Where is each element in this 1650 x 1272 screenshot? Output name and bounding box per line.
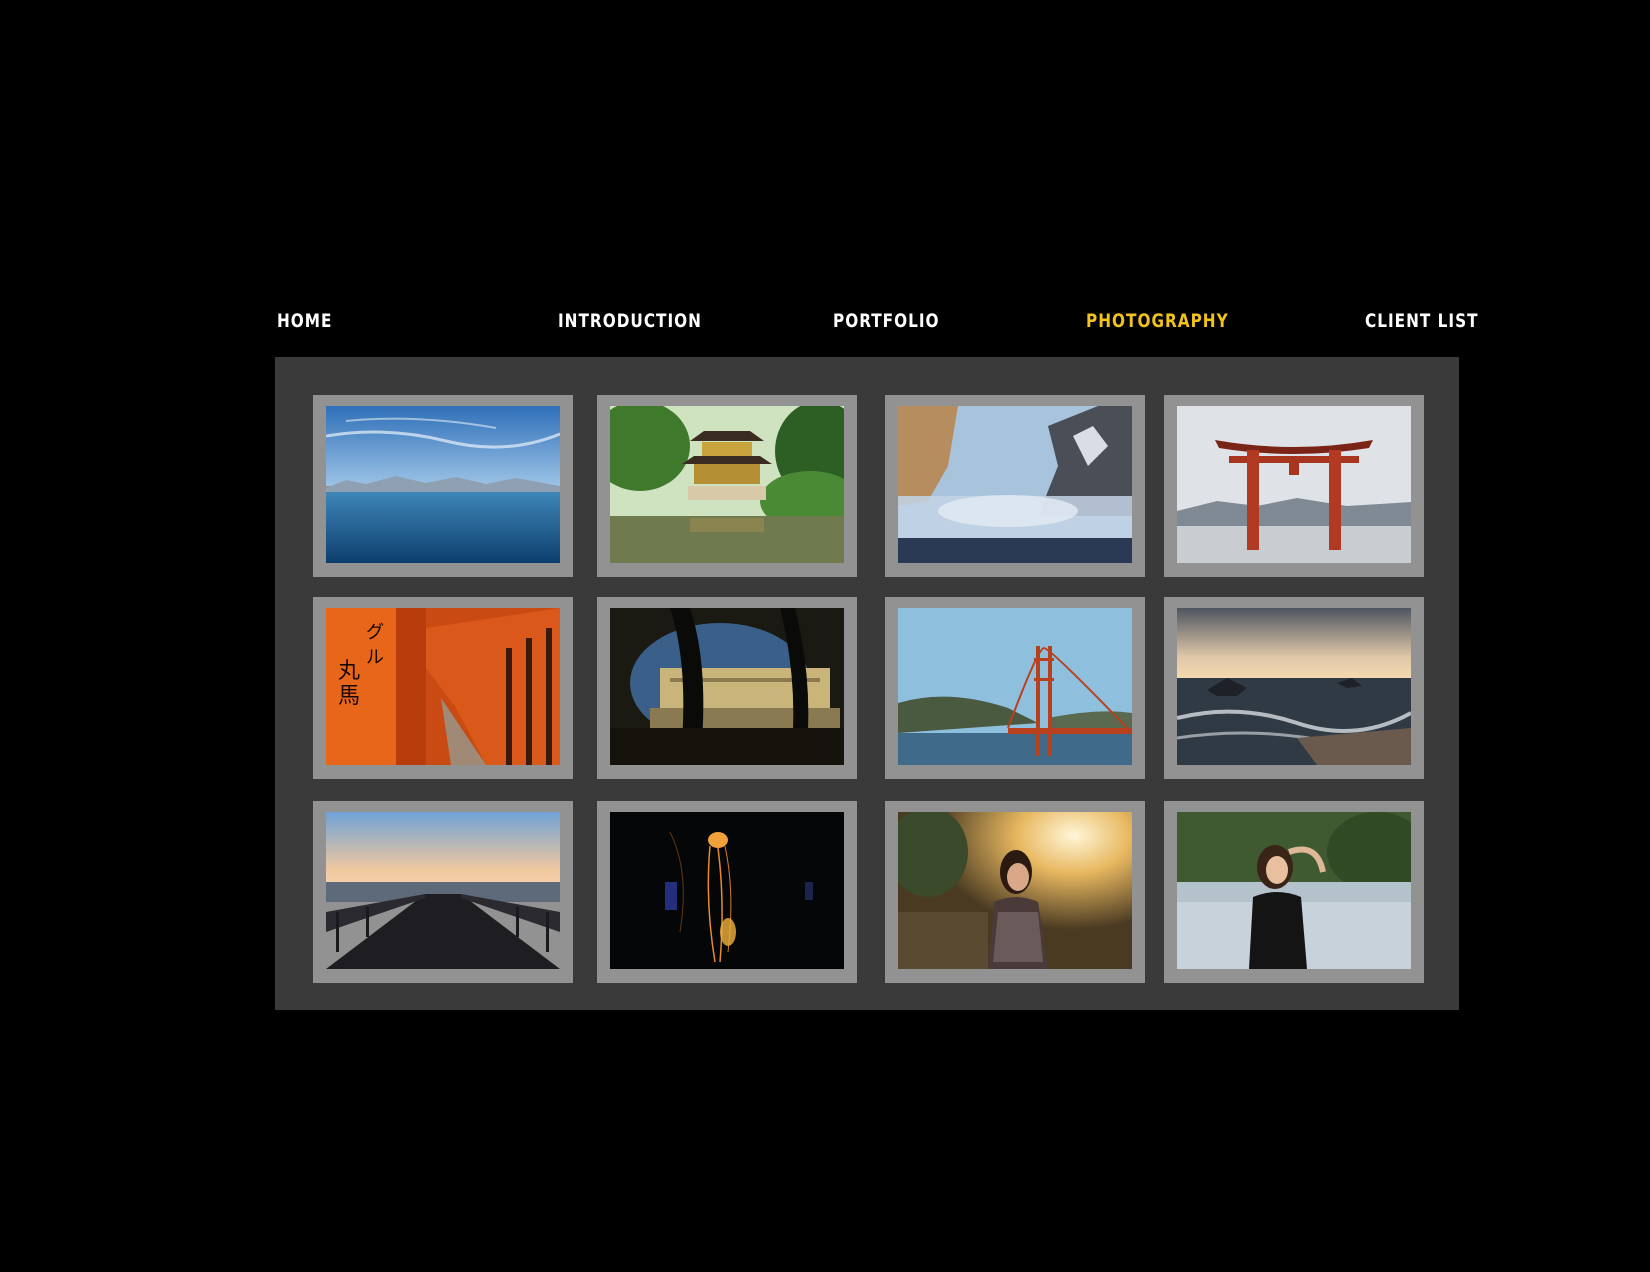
photo-golden-gate (898, 608, 1132, 765)
photo-ocean-sunset (1177, 608, 1411, 765)
nav-photography[interactable]: PHOTOGRAPHY (1086, 310, 1229, 333)
photo-tile-torii-tunnel[interactable]: 丸 馬 グ ル (313, 597, 573, 779)
photo-tile-ocean-sunset[interactable] (1164, 597, 1424, 779)
svg-text:グ: グ (366, 622, 384, 643)
photo-woman-outdoors (1177, 812, 1411, 969)
photo-palace-gate (610, 608, 844, 765)
photo-tile-pier-dusk[interactable] (313, 801, 573, 983)
photo-torii-tunnel: 丸 馬 グ ル (326, 608, 560, 765)
nav-introduction[interactable]: INTRODUCTION (558, 310, 702, 333)
photo-tile-torii-gate[interactable] (1164, 395, 1424, 577)
photo-tile-palace-gate[interactable] (597, 597, 857, 779)
svg-text:馬: 馬 (338, 684, 360, 709)
nav-home[interactable]: HOME (277, 310, 333, 333)
photo-tile-golden-gate[interactable] (885, 597, 1145, 779)
photo-tile-jellyfish[interactable] (597, 801, 857, 983)
svg-text:ル: ル (366, 647, 384, 668)
svg-text:丸: 丸 (338, 659, 360, 684)
main-nav: HOME INTRODUCTION PORTFOLIO PHOTOGRAPHY … (0, 0, 1650, 332)
gallery-panel: 丸 馬 グ ル (275, 357, 1459, 1010)
photo-torii-gate (1177, 406, 1411, 563)
photo-tile-lake-mountains[interactable] (313, 395, 573, 577)
photo-tile-golden-pavilion[interactable] (597, 395, 857, 577)
photo-tile-misty-valley[interactable] (885, 395, 1145, 577)
photo-jellyfish (610, 812, 844, 969)
nav-portfolio[interactable]: PORTFOLIO (833, 310, 940, 333)
photo-woman-backlit (898, 812, 1132, 969)
photo-tile-woman-backlit[interactable] (885, 801, 1145, 983)
photo-misty-valley (898, 406, 1132, 563)
photo-tile-woman-outdoors[interactable] (1164, 801, 1424, 983)
nav-client-list[interactable]: CLIENT LIST (1365, 310, 1479, 333)
photo-lake-mountains (326, 406, 560, 563)
photo-pier-dusk (326, 812, 560, 969)
photo-golden-pavilion (610, 406, 844, 563)
